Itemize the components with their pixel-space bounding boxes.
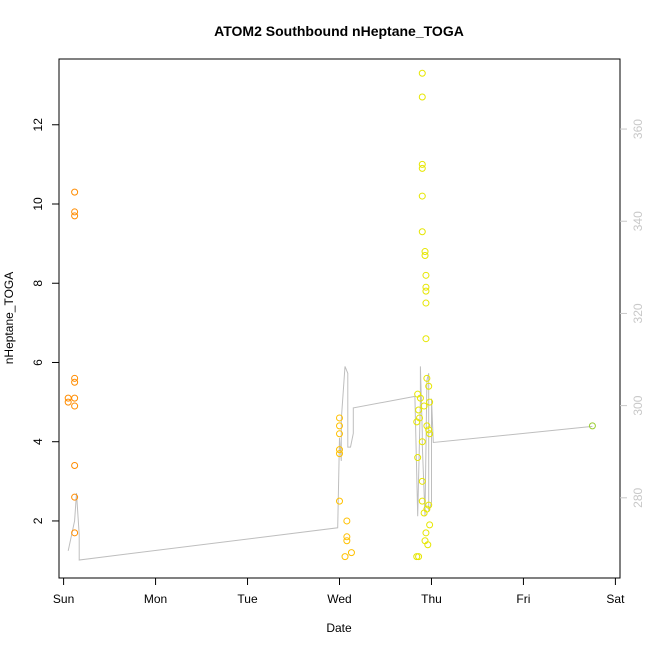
data-point [418, 164, 426, 172]
data-point [425, 426, 433, 434]
y-tick-label: 10 [31, 197, 45, 211]
data-point [416, 394, 424, 402]
data-point [425, 382, 433, 390]
x-tick-label: Thu [421, 592, 442, 606]
data-point [71, 394, 79, 402]
data-point [64, 398, 72, 406]
data-point [418, 477, 426, 485]
data-point [71, 493, 79, 501]
data-point [71, 529, 79, 537]
x-tick-label: Wed [327, 592, 351, 606]
data-point [415, 406, 423, 414]
y2-tick-label: 340 [631, 211, 645, 231]
data-point [418, 69, 426, 77]
data-point [418, 160, 426, 168]
data-point [71, 374, 79, 382]
x-tick-label: Sun [53, 592, 74, 606]
data-point [426, 521, 434, 529]
y-tick-label: 8 [31, 280, 45, 287]
data-point [336, 497, 343, 505]
data-point [418, 497, 426, 505]
y-tick-label: 12 [31, 118, 45, 132]
y2-tick-label: 320 [631, 303, 645, 323]
plot-frame [58, 58, 621, 579]
data-point [71, 461, 79, 469]
data-point [424, 541, 432, 549]
data-point [413, 418, 421, 426]
y-tick-label: 4 [31, 438, 45, 445]
data-point [71, 208, 79, 216]
data-point [343, 517, 351, 525]
data-point [336, 430, 343, 438]
data-point [422, 529, 430, 537]
data-point [336, 422, 343, 430]
plot-area: Sun Mon Tue Wed Thu Fri Sat 2 4 6 8 10 12 280 300 320 34… [31, 58, 645, 606]
data-point [336, 414, 343, 422]
data-point [425, 501, 433, 509]
y-axis-label: nHeptane_TOGA [2, 272, 16, 365]
data-point [418, 228, 426, 236]
data-point [421, 252, 429, 260]
data-point [414, 454, 422, 462]
data-point [422, 299, 430, 307]
data-point [71, 212, 79, 220]
y2-tick-label: 280 [631, 487, 645, 507]
chart-title: ATOM2 Southbound nHeptane_TOGA [214, 23, 464, 39]
x-tick-label: Mon [144, 592, 167, 606]
data-point [343, 533, 351, 541]
x-tick-label: Sat [606, 592, 625, 606]
y2-tick-label: 300 [631, 395, 645, 415]
data-point [421, 248, 429, 256]
x-tick-label: Tue [237, 592, 258, 606]
y-tick-label: 6 [31, 359, 45, 366]
data-point [71, 188, 79, 196]
data-point [413, 553, 421, 561]
data-point [347, 549, 355, 557]
data-point [343, 537, 351, 545]
data-point [336, 446, 343, 454]
data-point [588, 422, 596, 430]
data-point [423, 422, 431, 430]
data-point [423, 374, 431, 382]
data-point [415, 553, 423, 561]
data-point [418, 438, 426, 446]
data-point [418, 192, 426, 200]
x-tick-label: Fri [516, 592, 530, 606]
data-point [422, 287, 430, 295]
data-point [336, 450, 343, 458]
data-point [420, 402, 428, 410]
secondary-line [67, 366, 593, 561]
data-point [418, 93, 426, 101]
data-point [426, 430, 434, 438]
data-point [341, 553, 349, 561]
y-tick-label: 2 [31, 517, 45, 524]
x-axis-label: Date [326, 621, 352, 635]
data-point [422, 271, 430, 279]
data-point [71, 378, 79, 386]
data-point [422, 283, 430, 291]
data-point [422, 335, 430, 343]
y2-tick-label: 360 [631, 119, 645, 139]
data-point [71, 402, 79, 410]
data-point [426, 398, 434, 406]
data-point [420, 509, 428, 517]
